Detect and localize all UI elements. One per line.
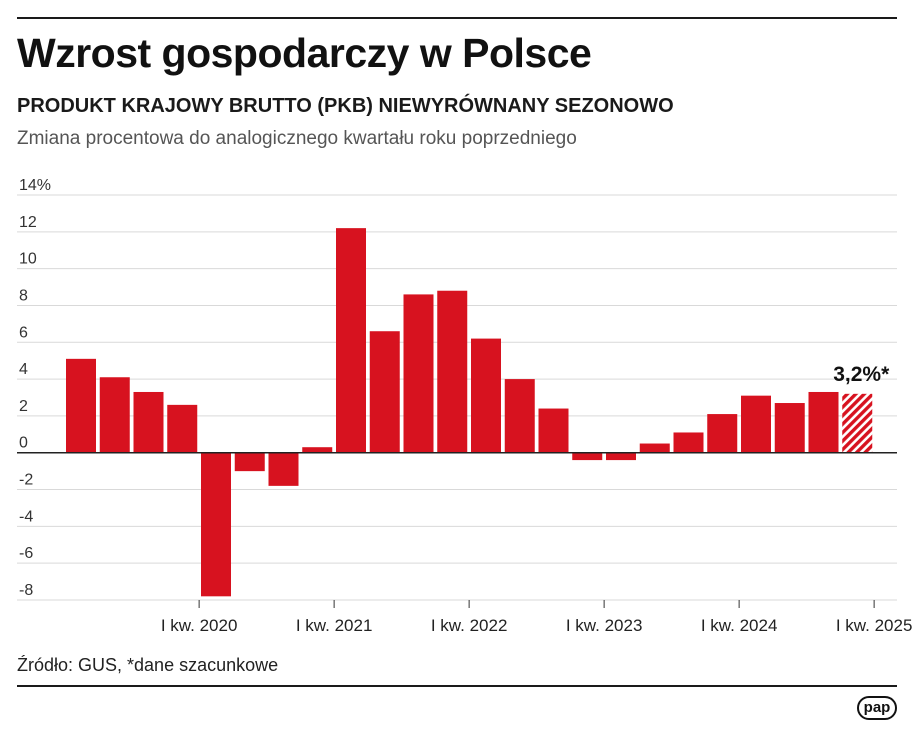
bar: [538, 408, 569, 453]
y-tick-label: 10: [19, 251, 37, 268]
bar: [66, 358, 96, 453]
x-axis-ticks: I kw. 2020 I kw. 2021 I kw. 2022 I kw. 2023…: [161, 600, 913, 635]
bar: [471, 338, 501, 453]
bar-estimated: [842, 393, 873, 453]
bar: [201, 452, 231, 597]
bar: [673, 432, 704, 453]
bar: [808, 391, 839, 453]
bar: [606, 452, 636, 461]
bar: [99, 377, 130, 453]
x-tick-label: I kw. 2024: [701, 616, 778, 635]
bar: [268, 452, 299, 486]
bar: [437, 290, 468, 453]
y-tick-label: 2: [19, 398, 28, 415]
y-tick-label: -6: [19, 545, 33, 562]
bar: [707, 414, 738, 453]
y-tick-label: 12: [19, 214, 37, 231]
bar: [403, 294, 434, 453]
x-tick-label: I kw. 2020: [161, 616, 238, 635]
bar: [504, 379, 535, 453]
bars: [66, 228, 873, 597]
y-axis-ticks: -8 -6 -4 -2 0 2 4 6 8 10 12 14%: [19, 177, 51, 599]
bar: [639, 443, 670, 453]
x-tick-label: I kw. 2021: [296, 616, 373, 635]
chart-title: Wzrost gospodarczy w Polsce: [17, 30, 592, 76]
y-tick-label: 0: [19, 435, 28, 452]
bar: [369, 331, 400, 453]
y-tick-label: 14%: [19, 177, 51, 194]
bar: [774, 403, 805, 453]
y-tick-label: -2: [19, 472, 33, 489]
y-tick-label: 8: [19, 287, 28, 304]
x-tick-label: I kw. 2025: [836, 616, 913, 635]
bar: [336, 228, 366, 453]
bar: [572, 452, 603, 461]
bottom-rule: [17, 685, 897, 687]
bar: [302, 447, 333, 453]
bar: [234, 452, 265, 472]
pap-logo: pap: [857, 696, 897, 720]
source-note: Źródło: GUS, *dane szacunkowe: [17, 655, 279, 675]
bar: [167, 404, 198, 453]
top-rule: [17, 17, 897, 19]
y-tick-label: -8: [19, 582, 33, 599]
chart-subtitle: PRODUKT KRAJOWY BRUTTO (PKB) NIEWYRÓWNAN…: [17, 95, 674, 117]
annotations: 3,2%*: [833, 363, 890, 386]
value-annotation: 3,2%*: [833, 363, 890, 386]
y-tick-label: -4: [19, 508, 33, 525]
x-tick-label: I kw. 2022: [431, 616, 508, 635]
chart-description: Zmiana procentowa do analogicznego kwart…: [17, 128, 577, 149]
y-tick-label: 6: [19, 324, 28, 341]
bar: [741, 395, 771, 453]
x-tick-label: I kw. 2023: [566, 616, 643, 635]
y-tick-label: 4: [19, 361, 28, 378]
bar: [133, 391, 164, 453]
